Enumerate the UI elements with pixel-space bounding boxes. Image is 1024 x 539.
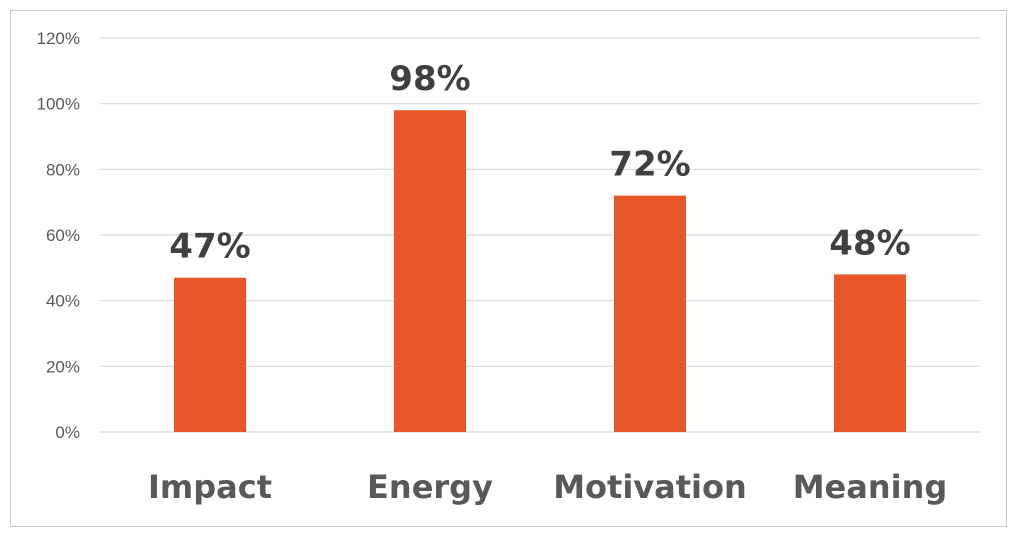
data-label-impact: 47% xyxy=(169,227,250,267)
data-label-energy: 98% xyxy=(389,59,470,99)
y-tick-label: 60% xyxy=(46,226,80,245)
y-tick-label: 100% xyxy=(37,95,80,114)
y-tick-label: 80% xyxy=(46,160,80,179)
category-label-impact: Impact xyxy=(148,468,272,506)
data-label-motivation: 72% xyxy=(609,145,690,185)
gridlines xyxy=(100,37,980,433)
category-label-motivation: Motivation xyxy=(553,468,747,506)
bar-motivation xyxy=(614,195,686,432)
bars xyxy=(174,110,906,432)
y-tick-label: 20% xyxy=(46,357,80,376)
bar-meaning xyxy=(834,274,906,432)
data-label-meaning: 48% xyxy=(829,223,910,263)
y-tick-label: 120% xyxy=(37,29,80,48)
y-axis-tick-labels: 0% 20% 40% 60% 80% 100% 120% xyxy=(37,29,80,442)
bar-energy xyxy=(394,110,466,432)
y-tick-label: 0% xyxy=(55,423,80,442)
category-labels: Impact Energy Motivation Meaning xyxy=(148,468,947,506)
category-label-energy: Energy xyxy=(367,468,493,506)
data-labels: 47% 98% 72% 48% xyxy=(169,59,910,266)
category-label-meaning: Meaning xyxy=(793,468,948,506)
chart-frame xyxy=(10,10,1007,527)
bar-impact xyxy=(174,277,246,432)
y-tick-label: 40% xyxy=(46,292,80,311)
